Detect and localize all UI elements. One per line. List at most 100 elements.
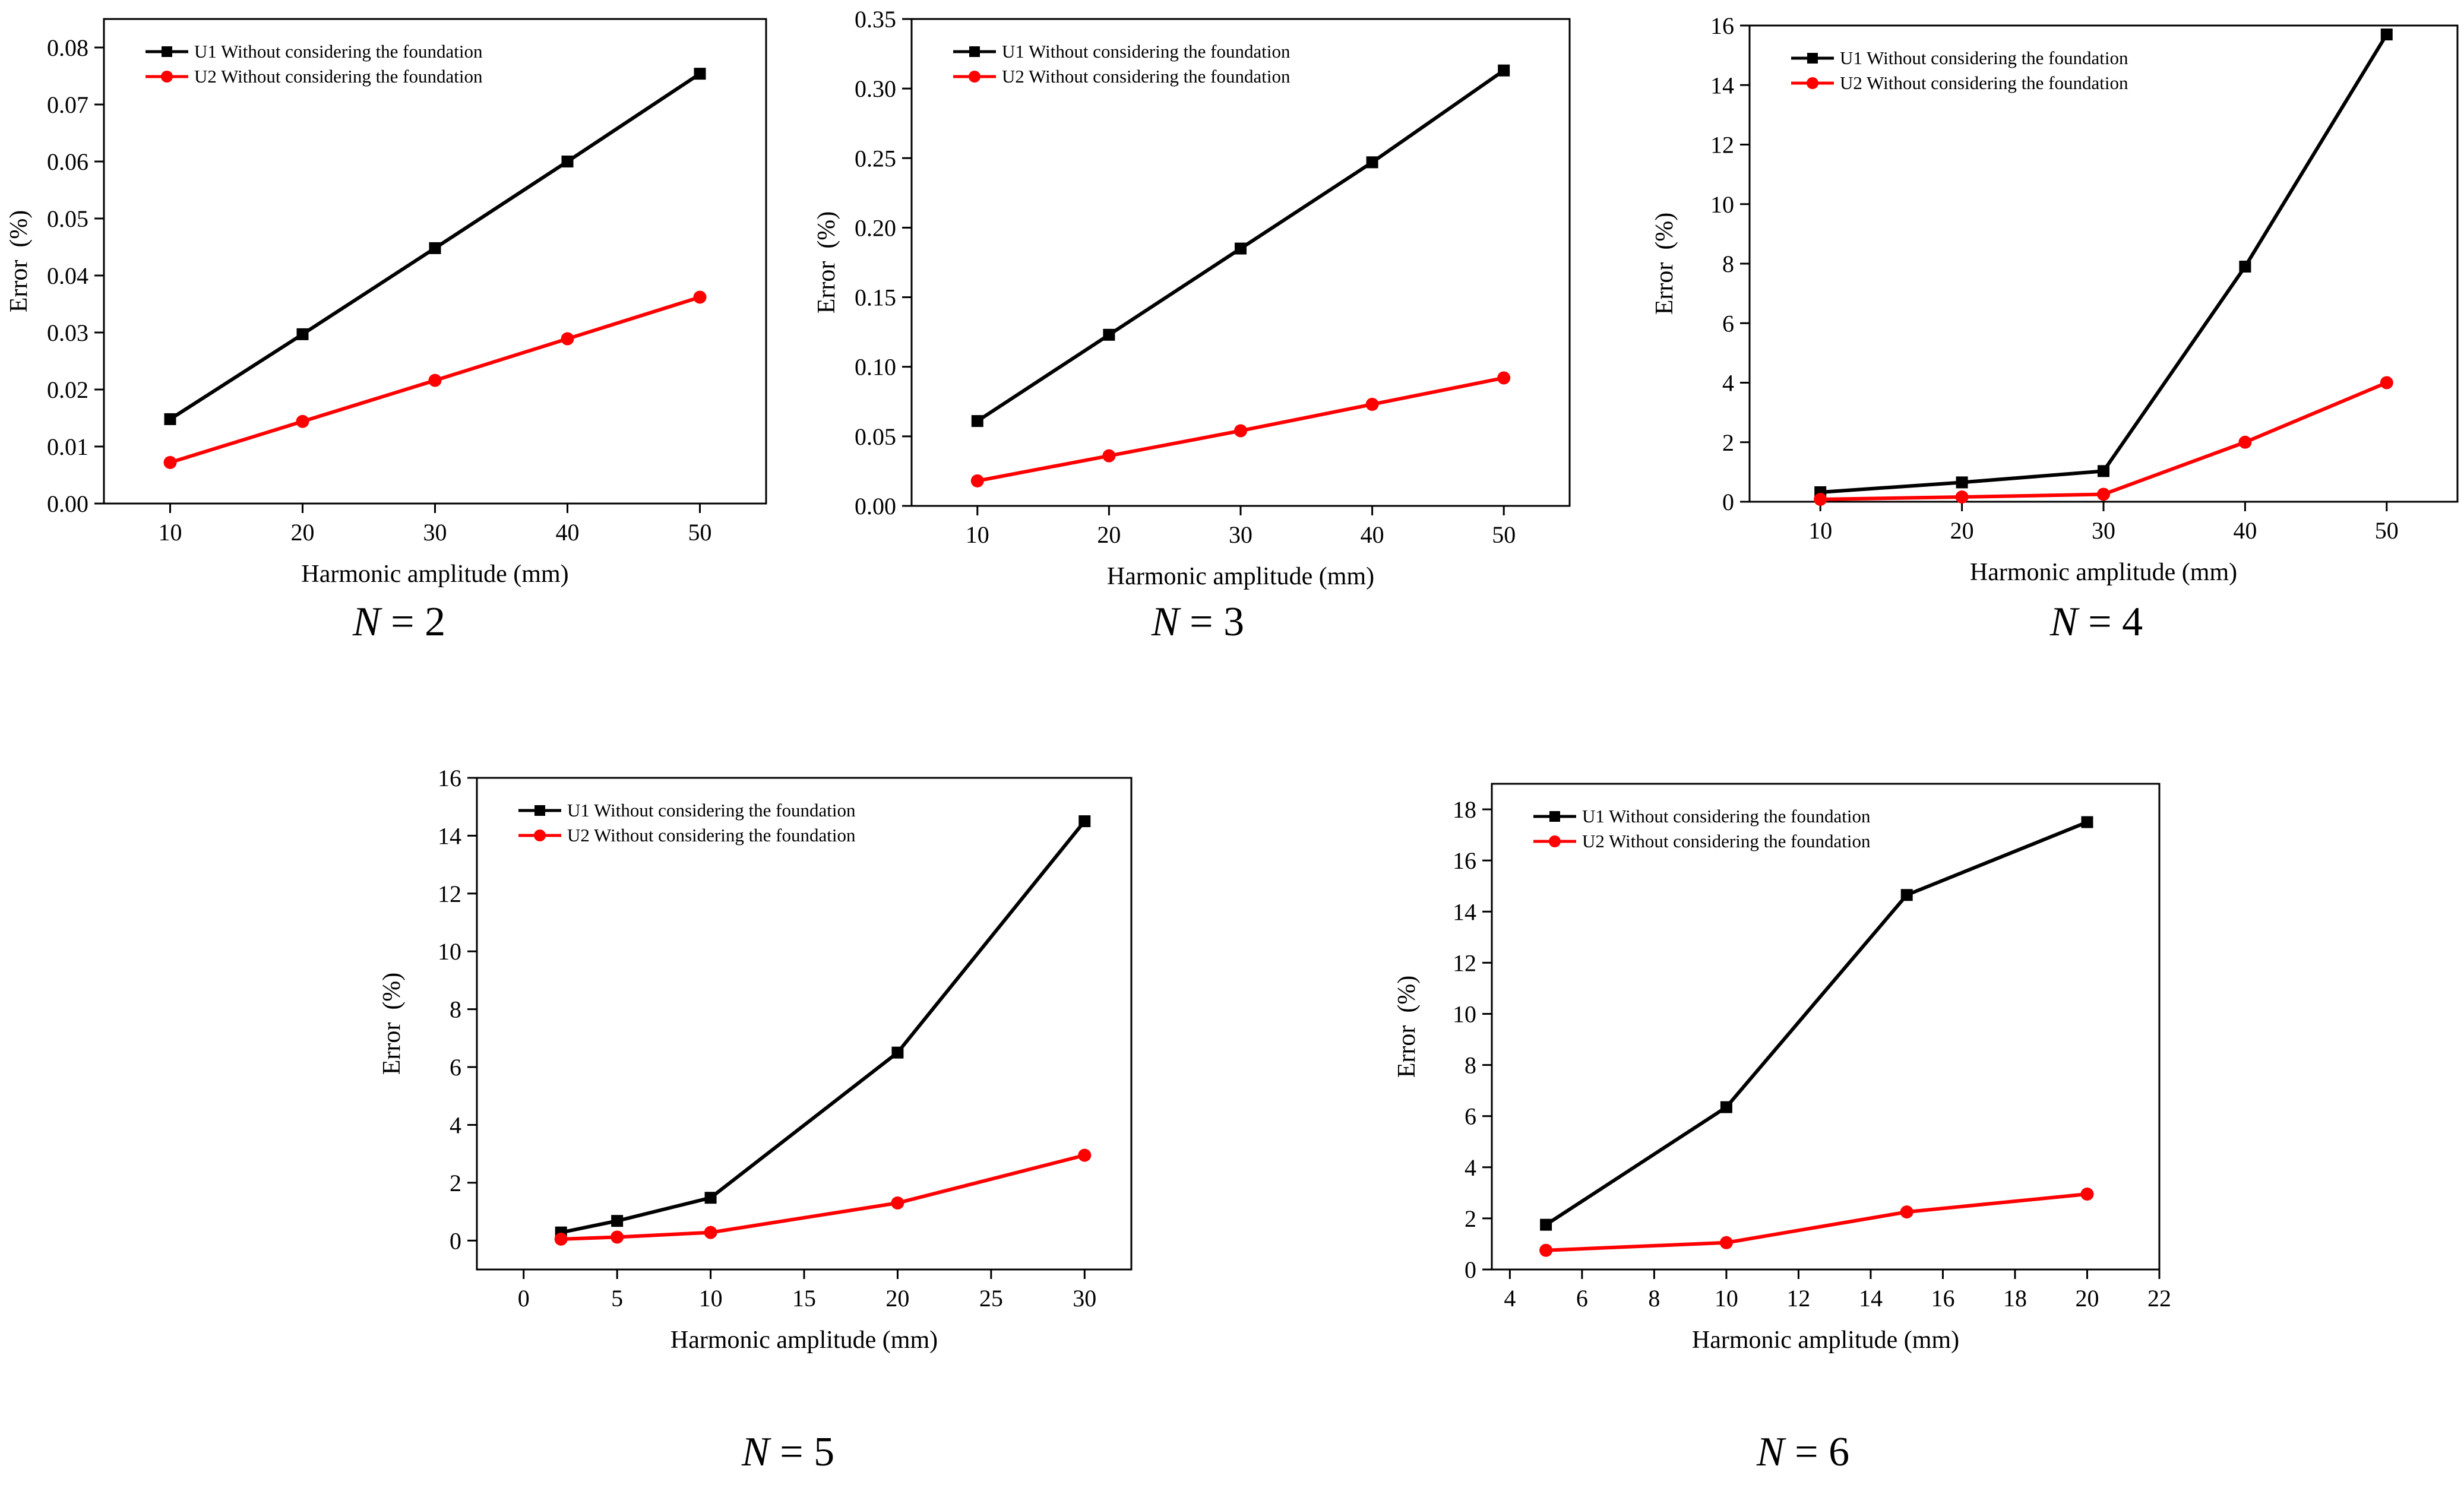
x-tick-label: 40 bbox=[556, 519, 580, 546]
x-axis-title: Harmonic amplitude (mm) bbox=[1692, 1326, 1959, 1354]
data-point-u2 bbox=[561, 332, 574, 346]
panel-caption: N = 4 bbox=[2049, 599, 2143, 645]
data-point-u1 bbox=[1720, 1101, 1732, 1113]
y-axis-title: Error (%) bbox=[813, 211, 840, 314]
data-point-u2 bbox=[554, 1232, 568, 1246]
legend-label-1: U1 Without considering the foundation bbox=[1840, 48, 2128, 68]
x-tick-label: 8 bbox=[1648, 1285, 1660, 1312]
y-tick-label: 14 bbox=[1710, 72, 1734, 99]
data-point-u2 bbox=[1719, 1236, 1733, 1249]
legend-marker-u2 bbox=[534, 830, 546, 841]
y-tick-label: 0.05 bbox=[855, 423, 896, 450]
legend-marker-u1 bbox=[1549, 811, 1560, 822]
data-point-u1 bbox=[971, 415, 983, 428]
data-point-u2 bbox=[163, 455, 177, 469]
y-tick-label: 0.07 bbox=[47, 91, 88, 118]
x-tick-label: 40 bbox=[2233, 517, 2257, 544]
data-point-u2 bbox=[2380, 376, 2393, 390]
y-tick-label: 10 bbox=[1453, 1001, 1476, 1027]
y-axis-title: Error (%) bbox=[378, 973, 406, 1075]
data-point-u2 bbox=[1102, 449, 1116, 463]
y-tick-label: 0 bbox=[1465, 1256, 1476, 1283]
x-tick-label: 50 bbox=[688, 519, 712, 546]
chart-panel-3: 10 20 30 40 50 0 2 4 6 8 10 12 14 16 Harmonic amplitud… bbox=[1651, 12, 2459, 645]
data-point-u1 bbox=[1366, 156, 1378, 169]
data-point-u1 bbox=[2098, 465, 2109, 477]
legend-marker-u2 bbox=[161, 71, 173, 83]
x-tick-label: 4 bbox=[1504, 1285, 1516, 1312]
data-point-u2 bbox=[2097, 487, 2110, 501]
legend-label-2: U2 Without considering the foundation bbox=[567, 825, 856, 846]
data-point-u1 bbox=[1498, 64, 1510, 77]
y-tick-label: 2 bbox=[450, 1170, 461, 1196]
plot-frame bbox=[476, 777, 1133, 1271]
y-tick-label: 0.00 bbox=[47, 490, 88, 517]
y-tick-label: 8 bbox=[1722, 251, 1734, 277]
data-point-u1 bbox=[2239, 261, 2251, 273]
x-tick-label: 30 bbox=[1073, 1285, 1096, 1312]
legend-marker-u2 bbox=[1807, 77, 1818, 89]
x-tick-label: 15 bbox=[792, 1285, 816, 1312]
y-tick-label: 6 bbox=[1722, 310, 1734, 337]
y-tick-label: 8 bbox=[1465, 1052, 1476, 1079]
data-point-u1 bbox=[694, 68, 706, 80]
y-tick-label: 12 bbox=[438, 881, 461, 907]
chart-panel-1: 10 20 30 40 50 0.00 0.01 0.02 0.03 0.04 0.05 0.06 0.… bbox=[5, 18, 767, 645]
panel-caption: N = 5 bbox=[741, 1429, 834, 1475]
y-tick-label: 0.05 bbox=[47, 205, 88, 232]
x-tick-label: 10 bbox=[966, 521, 989, 548]
y-tick-label: 0.35 bbox=[855, 6, 896, 33]
x-tick-label: 30 bbox=[2092, 517, 2115, 544]
y-tick-label: 14 bbox=[438, 822, 461, 849]
data-point-u1 bbox=[429, 242, 441, 254]
data-point-u2 bbox=[1955, 490, 1969, 504]
x-tick-label: 18 bbox=[2003, 1285, 2027, 1312]
y-tick-label: 0.25 bbox=[855, 145, 896, 172]
plot-frame bbox=[1491, 783, 2161, 1271]
data-point-u2 bbox=[1234, 424, 1247, 438]
panel-caption: N = 2 bbox=[352, 599, 445, 645]
x-tick-label: 12 bbox=[1786, 1285, 1810, 1312]
y-tick-label: 16 bbox=[1453, 847, 1476, 874]
data-point-u2 bbox=[1900, 1205, 1913, 1219]
y-tick-label: 0.08 bbox=[47, 34, 88, 61]
chart-panel-5: 4 6 8 10 12 14 16 18 20 22 0 2 4 6 8 10 12 14 16 18 Harmonic… bbox=[1393, 783, 2171, 1475]
x-tick-label: 20 bbox=[885, 1285, 909, 1312]
data-point-u2 bbox=[891, 1196, 904, 1210]
legend-label-1: U1 Without considering the foundation bbox=[194, 41, 483, 62]
data-point-u1 bbox=[1078, 815, 1091, 828]
data-point-u2 bbox=[2238, 435, 2252, 449]
y-tick-label: 0.04 bbox=[47, 262, 88, 289]
x-tick-label: 16 bbox=[1931, 1285, 1954, 1312]
y-tick-label: 0.00 bbox=[855, 493, 896, 520]
x-tick-label: 6 bbox=[1576, 1285, 1588, 1312]
series-line-1 bbox=[561, 820, 1086, 1234]
data-point-u1 bbox=[561, 156, 574, 167]
series-line-2 bbox=[1546, 1192, 2087, 1252]
legend-marker-u1 bbox=[534, 805, 545, 816]
x-axis-title: Harmonic amplitude (mm) bbox=[301, 561, 568, 588]
y-tick-label: 0.15 bbox=[855, 284, 896, 311]
y-tick-label: 6 bbox=[1465, 1103, 1476, 1130]
data-point-u2 bbox=[1539, 1243, 1553, 1257]
y-tick-label: 0.06 bbox=[47, 148, 88, 175]
x-tick-label: 20 bbox=[291, 519, 315, 546]
panel-caption: N = 6 bbox=[1756, 1429, 1849, 1475]
x-tick-label: 50 bbox=[1492, 521, 1516, 548]
legend-label-1: U1 Without considering the foundation bbox=[1582, 806, 1871, 827]
y-tick-label: 0.03 bbox=[47, 319, 88, 346]
y-tick-label: 12 bbox=[1453, 949, 1476, 976]
data-point-u2 bbox=[970, 474, 984, 487]
y-tick-label: 4 bbox=[1722, 370, 1734, 397]
data-point-u2 bbox=[1078, 1148, 1092, 1162]
x-tick-label: 40 bbox=[1361, 521, 1384, 548]
x-tick-label: 0 bbox=[518, 1285, 530, 1312]
data-point-u2 bbox=[1497, 371, 1511, 385]
data-point-u2 bbox=[1814, 492, 1827, 506]
y-tick-label: 8 bbox=[450, 996, 461, 1023]
chart-panel-4: 0 5 10 15 20 25 30 0 2 4 6 8 10 12 14 16 Harmonic amplit… bbox=[378, 765, 1133, 1475]
y-tick-label: 2 bbox=[1722, 429, 1734, 456]
y-tick-label: 16 bbox=[1710, 12, 1734, 39]
y-tick-label: 18 bbox=[1453, 796, 1476, 823]
